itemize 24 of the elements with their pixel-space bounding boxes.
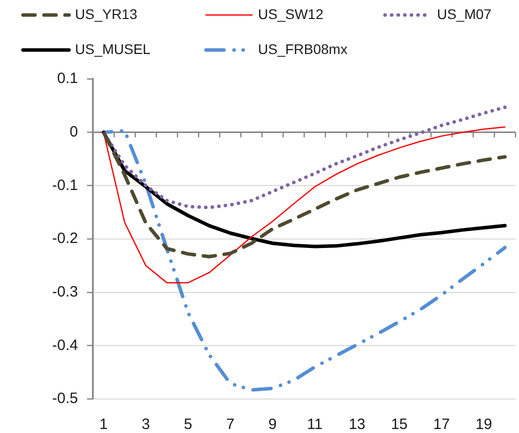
legend-label: US_M07 xyxy=(437,6,492,22)
line-series xyxy=(102,128,507,392)
x-tick-label: 11 xyxy=(307,416,323,433)
legend-label: US_MUSEL xyxy=(75,40,151,57)
y-tick-label: 0 xyxy=(70,123,78,140)
y-tick-label: -0.2 xyxy=(52,230,78,248)
x-tick-label: 19 xyxy=(475,416,492,433)
y-tick-label: 0.1 xyxy=(57,70,78,88)
legend-label: US_FRB08mx xyxy=(258,40,348,57)
x-tick-label: 1 xyxy=(99,416,108,433)
x-tick-label: 9 xyxy=(268,416,277,433)
y-tick-label: -0.4 xyxy=(52,336,78,354)
x-tick-label: 13 xyxy=(348,416,366,433)
y-tick-label: -0.5 xyxy=(52,390,78,408)
legend-label: US_YR13 xyxy=(75,6,138,22)
x-tick-label: 7 xyxy=(226,416,234,433)
x-tick-label: 15 xyxy=(390,416,408,433)
line-series xyxy=(102,106,507,210)
y-tick-label: -0.3 xyxy=(52,283,78,300)
x-tick-label: 3 xyxy=(142,416,150,433)
y-tick-label: -0.1 xyxy=(52,176,78,194)
legend-label: US_SW12 xyxy=(258,6,324,22)
x-tick-label: 17 xyxy=(433,416,450,433)
x-tick-label: 5 xyxy=(184,416,192,433)
